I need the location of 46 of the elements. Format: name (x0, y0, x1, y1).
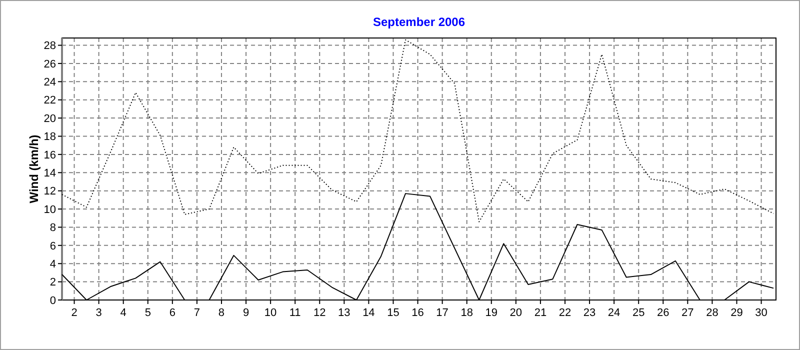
x-tick-label: 3 (96, 307, 102, 319)
x-tick-label: 21 (534, 307, 547, 319)
x-tick-label: 20 (510, 307, 522, 319)
x-tick-label: 4 (120, 307, 126, 319)
x-tick-label: 17 (436, 307, 448, 319)
y-tick-label: 18 (44, 131, 56, 144)
x-tick-label: 19 (485, 307, 498, 319)
y-tick-label: 20 (44, 112, 56, 125)
y-tick-label: 4 (50, 258, 56, 270)
y-tick-label: 8 (50, 222, 56, 234)
x-tick-label: 26 (657, 307, 670, 319)
y-tick-label: 26 (44, 58, 56, 70)
x-tick-label: 10 (264, 307, 277, 319)
y-tick-label: 28 (44, 40, 56, 52)
x-tick-label: 24 (608, 307, 620, 319)
y-tick-label: 12 (44, 186, 56, 198)
x-tick-label: 9 (242, 307, 250, 319)
x-tick-label: 12 (314, 307, 326, 319)
x-tick-label: 5 (144, 307, 151, 319)
y-tick-label: 0 (50, 294, 56, 307)
x-tick-label: 25 (632, 307, 645, 319)
x-tick-label: 30 (755, 307, 768, 319)
x-tick-label: 23 (583, 307, 596, 319)
x-tick-label: 14 (362, 307, 375, 319)
y-tick-label: 14 (44, 167, 56, 180)
x-tick-label: 27 (682, 307, 694, 319)
x-tick-label: 28 (706, 307, 718, 319)
x-tick-label: 13 (338, 307, 350, 319)
y-tick-label: 10 (44, 204, 56, 216)
x-tick-label: 16 (412, 307, 424, 319)
x-tick-label: 15 (387, 307, 400, 319)
x-tick-label: 11 (289, 307, 301, 319)
y-axis-title: Wind (km/h) (27, 134, 41, 204)
x-tick-label: 29 (730, 307, 743, 319)
chart-title: September 2006 (372, 15, 466, 29)
y-tick-label: 6 (50, 240, 56, 252)
y-tick-label: 2 (50, 276, 56, 289)
x-tick-label: 8 (218, 307, 225, 319)
x-tick-label: 7 (194, 307, 200, 319)
x-tick-label: 6 (169, 307, 176, 319)
y-tick-label: 22 (44, 94, 56, 107)
y-tick-label: 24 (44, 76, 56, 89)
x-tick-label: 2 (71, 307, 78, 319)
x-tick-label: 18 (460, 307, 473, 319)
y-tick-label: 16 (44, 149, 56, 162)
x-tick-label: 22 (558, 307, 572, 319)
